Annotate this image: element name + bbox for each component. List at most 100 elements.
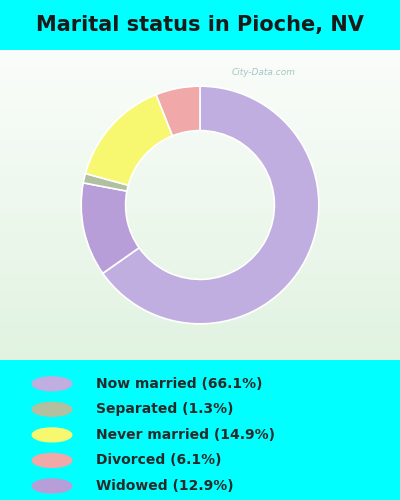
Bar xyxy=(0,171,400,172)
Bar xyxy=(0,200,400,202)
Bar xyxy=(0,254,400,256)
Bar xyxy=(0,50,400,51)
Text: Marital status in Pioche, NV: Marital status in Pioche, NV xyxy=(36,15,364,35)
Bar xyxy=(0,236,400,238)
Bar xyxy=(0,66,400,67)
Bar xyxy=(0,109,400,110)
Bar xyxy=(0,328,400,329)
Bar xyxy=(0,154,400,156)
Bar xyxy=(0,68,400,70)
Bar xyxy=(0,252,400,253)
Bar xyxy=(0,234,400,236)
Bar xyxy=(0,266,400,267)
Bar xyxy=(0,220,400,222)
Bar xyxy=(0,335,400,337)
Bar xyxy=(0,276,400,278)
Bar xyxy=(0,320,400,322)
Bar xyxy=(0,64,400,66)
Bar xyxy=(0,315,400,316)
Wedge shape xyxy=(103,86,319,324)
Bar xyxy=(0,115,400,116)
Bar xyxy=(0,224,400,225)
Bar xyxy=(0,135,400,137)
Bar xyxy=(0,160,400,162)
Bar xyxy=(0,350,400,352)
Bar xyxy=(0,146,400,148)
Bar xyxy=(0,312,400,314)
Bar xyxy=(0,56,400,58)
Bar xyxy=(0,60,400,61)
Bar xyxy=(0,75,400,76)
Bar xyxy=(0,122,400,123)
Bar xyxy=(0,158,400,160)
Bar xyxy=(0,298,400,300)
Bar xyxy=(0,246,400,247)
Bar xyxy=(0,142,400,143)
Bar xyxy=(0,70,400,71)
Bar xyxy=(0,197,400,199)
Bar xyxy=(0,140,400,141)
Bar xyxy=(0,61,400,62)
Bar xyxy=(0,100,400,101)
Bar xyxy=(0,108,400,109)
Bar xyxy=(0,346,400,348)
Bar xyxy=(0,163,400,164)
Bar xyxy=(0,112,400,114)
Wedge shape xyxy=(81,183,139,274)
Text: City-Data.com: City-Data.com xyxy=(232,68,296,77)
Bar xyxy=(0,216,400,218)
Bar xyxy=(0,301,400,302)
Bar xyxy=(0,94,400,95)
Bar xyxy=(0,282,400,284)
Bar xyxy=(0,114,400,115)
Bar xyxy=(0,213,400,214)
Bar xyxy=(0,188,400,190)
Bar xyxy=(0,144,400,146)
Bar xyxy=(0,116,400,118)
Bar xyxy=(0,177,400,178)
Bar xyxy=(0,316,400,318)
Bar xyxy=(0,132,400,134)
Bar xyxy=(0,292,400,294)
Text: Separated (1.3%): Separated (1.3%) xyxy=(96,402,234,416)
Bar xyxy=(0,110,400,112)
Bar xyxy=(0,261,400,262)
Bar xyxy=(0,152,400,154)
Bar xyxy=(0,137,400,138)
Bar xyxy=(0,76,400,78)
Bar xyxy=(0,240,400,242)
Bar xyxy=(0,78,400,80)
Bar xyxy=(0,356,400,357)
Bar xyxy=(0,288,400,290)
Bar xyxy=(0,58,400,59)
Bar xyxy=(0,123,400,124)
Bar xyxy=(0,238,400,239)
Bar xyxy=(0,225,400,226)
Bar xyxy=(0,156,400,157)
Bar xyxy=(0,101,400,102)
Bar xyxy=(0,324,400,326)
Bar xyxy=(0,295,400,296)
Bar xyxy=(0,258,400,259)
Bar xyxy=(0,354,400,356)
Bar xyxy=(0,342,400,343)
Bar xyxy=(0,242,400,244)
Bar xyxy=(0,166,400,168)
Bar xyxy=(0,206,400,208)
Bar xyxy=(0,124,400,126)
Bar xyxy=(0,134,400,135)
Bar xyxy=(0,244,400,246)
Bar xyxy=(0,202,400,203)
Bar xyxy=(0,348,400,349)
Bar xyxy=(0,270,400,272)
Bar xyxy=(0,214,400,216)
Bar xyxy=(0,54,400,56)
Bar xyxy=(0,272,400,273)
Circle shape xyxy=(32,428,72,442)
Bar xyxy=(0,84,400,86)
Bar xyxy=(0,309,400,310)
Bar xyxy=(0,73,400,75)
Bar xyxy=(0,218,400,219)
Bar xyxy=(0,138,400,140)
Bar xyxy=(0,329,400,330)
